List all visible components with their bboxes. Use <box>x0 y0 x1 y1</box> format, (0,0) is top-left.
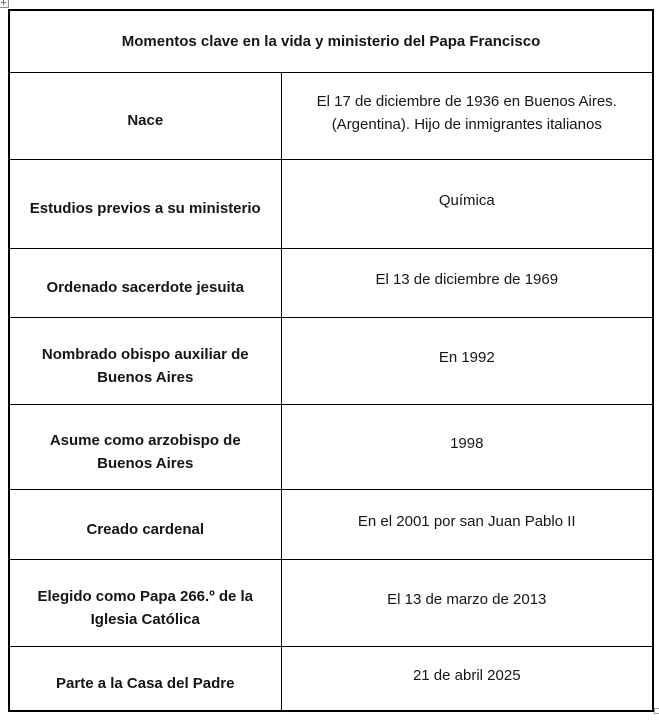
row-label-cell[interactable]: Parte a la Casa del Padre <box>8 645 282 712</box>
table-resize-handle[interactable] <box>654 708 659 714</box>
row-label-cell[interactable]: Creado cardenal <box>8 488 282 560</box>
row-value-cell[interactable]: En el 2001 por san Juan Pablo II <box>280 488 654 560</box>
table-row: Estudios previos a su ministerio Química <box>8 158 654 249</box>
row-value-cell[interactable]: El 17 de diciembre de 1936 en Buenos Air… <box>280 71 654 160</box>
row-value-cell[interactable]: El 13 de marzo de 2013 <box>280 558 654 647</box>
row-value-cell[interactable]: En 1992 <box>280 316 654 405</box>
table-title[interactable]: Momentos clave en la vida y ministerio d… <box>8 9 654 73</box>
table-title-row: Momentos clave en la vida y ministerio d… <box>8 9 654 73</box>
row-label-cell[interactable]: Ordenado sacerdote jesuita <box>8 247 282 318</box>
table-move-handle-icon <box>1 0 6 5</box>
row-label-cell[interactable]: Nace <box>8 71 282 160</box>
table-row: Nombrado obispo auxiliar de Buenos Aires… <box>8 316 654 405</box>
row-value-cell[interactable]: El 13 de diciembre de 1969 <box>280 247 654 318</box>
row-label-cell[interactable]: Elegido como Papa 266.º de la Iglesia Ca… <box>8 558 282 647</box>
table-row: Parte a la Casa del Padre 21 de abril 20… <box>8 645 654 712</box>
key-moments-table: Momentos clave en la vida y ministerio d… <box>8 9 655 712</box>
table-move-handle[interactable] <box>0 0 9 8</box>
row-value-cell[interactable]: 1998 <box>280 403 654 490</box>
table-row: Asume como arzobispo de Buenos Aires 199… <box>8 403 654 490</box>
table-row: Ordenado sacerdote jesuita El 13 de dici… <box>8 247 654 318</box>
table-row: Nace El 17 de diciembre de 1936 en Bueno… <box>8 71 654 160</box>
row-label-cell[interactable]: Nombrado obispo auxiliar de Buenos Aires <box>8 316 282 405</box>
row-value-cell[interactable]: Química <box>280 158 654 249</box>
table-row: Elegido como Papa 266.º de la Iglesia Ca… <box>8 558 654 647</box>
row-value-cell[interactable]: 21 de abril 2025 <box>280 645 654 712</box>
row-label-cell[interactable]: Estudios previos a su ministerio <box>8 158 282 249</box>
table-row: Creado cardenal En el 2001 por san Juan … <box>8 488 654 560</box>
row-label-cell[interactable]: Asume como arzobispo de Buenos Aires <box>8 403 282 490</box>
